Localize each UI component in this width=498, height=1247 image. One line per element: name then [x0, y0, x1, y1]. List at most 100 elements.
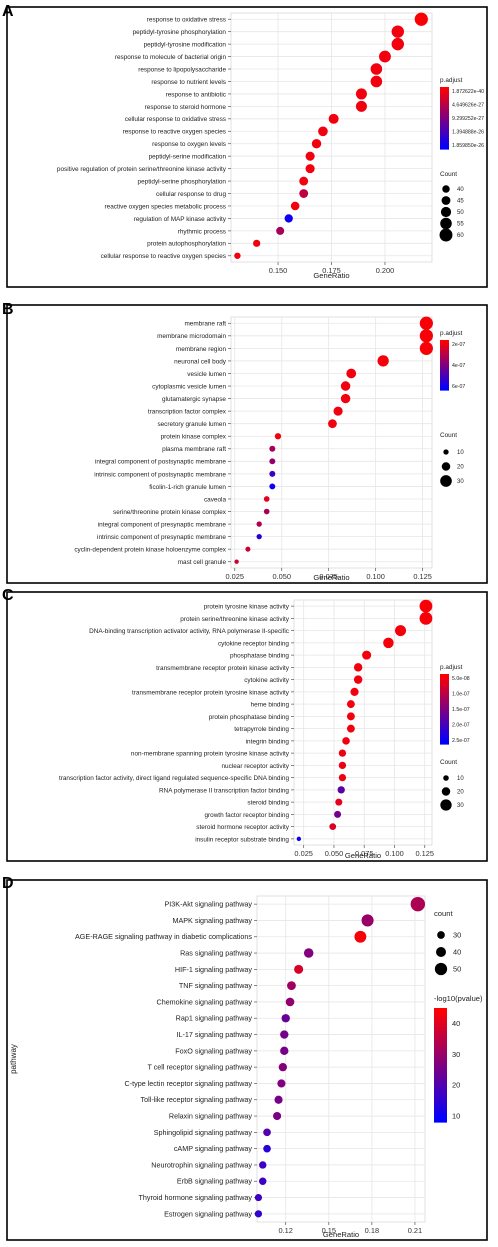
size-legend-label: 30 — [457, 803, 464, 809]
data-point — [299, 189, 309, 198]
data-point — [414, 12, 428, 26]
color-legend-gradient — [440, 711, 449, 715]
color-legend-gradient — [440, 737, 449, 740]
category-label: peptidyl-serine modification — [149, 154, 227, 161]
data-point — [277, 1079, 286, 1088]
color-legend-gradient — [440, 716, 449, 719]
data-point — [281, 1014, 290, 1023]
color-legend-gradient — [440, 126, 449, 129]
color-legend-gradient — [440, 365, 449, 368]
color-legend-gradient — [440, 87, 449, 90]
data-point — [377, 355, 389, 367]
color-legend-label: 5.0e-08 — [452, 676, 470, 682]
x-tick-label: 0.18 — [365, 1226, 379, 1235]
category-label: reactive oxygen species metabolic proces… — [105, 203, 226, 210]
data-point — [254, 1210, 263, 1218]
data-point — [290, 201, 300, 211]
color-legend-gradient — [440, 375, 449, 378]
category-label: transmembrane receptor protein tyrosine … — [132, 689, 290, 696]
size-legend-label: 50 — [453, 965, 461, 974]
color-legend-gradient — [434, 1103, 447, 1108]
size-legend-dot — [440, 799, 452, 811]
data-point — [410, 896, 426, 912]
color-legend-gradient — [434, 1042, 447, 1047]
x-tick-label: 0.200 — [376, 266, 395, 275]
data-point — [342, 737, 350, 745]
color-legend-label: 4e-07 — [452, 363, 465, 369]
color-legend-gradient — [434, 1065, 447, 1070]
color-legend-gradient — [434, 1072, 447, 1077]
size-legend-dot — [434, 962, 448, 976]
color-legend-gradient — [440, 345, 449, 348]
x-tick-label: 0.050 — [272, 572, 291, 581]
data-point — [234, 559, 239, 564]
category-label: vesicle lumen — [187, 371, 226, 378]
x-tick-label: 0.050 — [325, 849, 344, 858]
plot-area — [256, 895, 426, 1223]
color-legend-gradient — [434, 1023, 447, 1028]
panel-letter: D — [2, 875, 14, 892]
category-label: integrin binding — [246, 738, 290, 745]
category-label: transmembrane receptor protein kinase ac… — [156, 665, 290, 672]
data-point — [253, 239, 261, 247]
category-label: protein autophosphorylation — [147, 241, 226, 248]
color-legend-gradient — [440, 343, 449, 346]
color-legend-gradient — [440, 91, 449, 94]
category-label: steroid binding — [247, 800, 289, 807]
data-point — [305, 151, 315, 161]
size-legend-dot — [439, 228, 453, 242]
category-label: C-type lectin receptor signaling pathway — [125, 1079, 253, 1088]
color-legend-gradient — [440, 101, 449, 105]
color-legend-gradient — [440, 725, 449, 729]
size-legend-dot — [441, 787, 451, 796]
color-legend-gradient — [440, 366, 449, 369]
color-legend-label: 30 — [452, 1050, 460, 1059]
category-label: response to steroid hormone — [145, 104, 227, 111]
panel-frame — [6, 591, 488, 862]
category-label: FoxO signaling pathway — [175, 1046, 252, 1055]
size-legend-label: 40 — [457, 187, 464, 193]
category-label: ErbB signaling pathway — [177, 1177, 253, 1186]
panel-letter: B — [2, 301, 14, 318]
data-point — [256, 521, 262, 527]
category-label: integral component of presynaptic membra… — [98, 521, 227, 528]
y-axis-label: pathway — [9, 1044, 18, 1074]
data-point — [346, 700, 355, 709]
color-legend-gradient — [440, 356, 449, 359]
color-legend-gradient — [440, 695, 449, 698]
data-point — [259, 1177, 267, 1185]
color-legend-gradient — [434, 1011, 447, 1017]
category-label: Toll-like receptor signaling pathway — [141, 1095, 253, 1104]
x-tick-label: 0.175 — [322, 266, 341, 275]
color-legend-label: 2.0e-07 — [452, 723, 470, 729]
color-legend-gradient — [440, 363, 449, 366]
size-legend-dot — [443, 775, 449, 781]
panel-d: D 0.12 0.15 0.18 0.21 PI3K-Akt signaling path… — [2, 875, 488, 1241]
x-tick-label: 0.100 — [385, 849, 404, 858]
color-legend-gradient — [440, 361, 449, 364]
category-label: response to nutrient levels — [151, 79, 226, 86]
panel-letter: C — [2, 587, 14, 604]
color-legend-gradient — [440, 713, 449, 717]
size-legend-dot — [443, 449, 449, 455]
size-legend-dot — [441, 462, 451, 471]
x-tick-label: 0.075 — [319, 572, 338, 581]
color-legend-label: 20 — [452, 1081, 460, 1090]
panel-frame — [6, 879, 488, 1241]
color-legend-title: p.adjust — [440, 330, 463, 337]
color-legend-label: 4.649626e-27 — [452, 103, 484, 109]
category-label: membrane microdomain — [157, 333, 226, 340]
data-point — [263, 496, 270, 502]
size-legend-dot — [436, 947, 446, 957]
color-legend-gradient — [434, 1118, 447, 1123]
data-point — [305, 164, 315, 174]
data-point — [269, 445, 276, 452]
data-point — [346, 724, 355, 733]
category-label: response to antibiotic — [166, 91, 227, 98]
color-legend-gradient — [434, 1095, 447, 1100]
category-label: protein serine/threonine kinase activity — [180, 616, 290, 623]
category-label: membrane region — [176, 346, 227, 353]
color-legend-gradient — [440, 720, 449, 724]
color-legend-gradient — [440, 741, 449, 745]
